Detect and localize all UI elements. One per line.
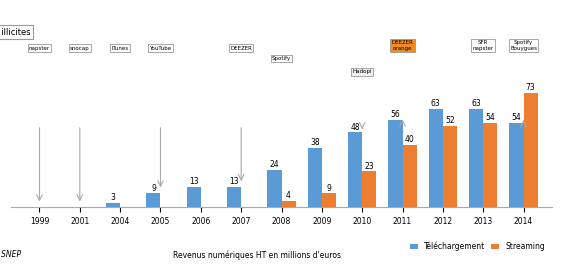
Bar [428,109,443,207]
Text: iTunes: iTunes [111,45,129,51]
Bar [267,170,282,207]
Bar [469,109,483,207]
Text: 3: 3 [111,193,115,202]
Text: 4: 4 [286,192,291,201]
Bar [362,172,376,207]
Bar [308,148,322,207]
Text: 13: 13 [189,177,199,186]
Text: 56: 56 [391,110,400,119]
Text: source : SNEP: source : SNEP [0,250,21,259]
Text: napster: napster [29,45,50,51]
Text: 9: 9 [327,184,332,193]
Text: DEEZER: DEEZER [230,45,252,51]
Text: 63: 63 [431,99,441,108]
Text: 40: 40 [405,135,414,144]
Text: Spotify: Spotify [272,56,291,61]
Text: YouTube: YouTube [149,45,172,51]
Bar [403,145,417,207]
Text: 73: 73 [526,84,535,93]
Text: 9: 9 [151,184,156,193]
Text: 48: 48 [350,123,360,132]
Bar [146,193,160,207]
Bar [483,123,497,207]
Text: 52: 52 [445,116,455,125]
Legend: Téléchargement, Streaming: Téléchargement, Streaming [407,239,548,254]
Text: 13: 13 [229,177,239,186]
Text: DEEZER
orange: DEEZER orange [391,40,413,51]
Text: 54: 54 [512,113,521,122]
Bar [443,126,457,207]
Text: Usages illicites: Usages illicites [0,28,30,37]
Text: SFR
napster: SFR napster [472,40,494,51]
Text: Spotify
Bouygues: Spotify Bouygues [510,40,537,51]
Bar [106,203,120,207]
Text: 54: 54 [485,113,495,122]
Bar [322,193,336,207]
Text: snocap: snocap [70,45,90,51]
Text: Revenus numériques HT en millions d'euros: Revenus numériques HT en millions d'euro… [173,250,341,260]
Text: Hadopi: Hadopi [352,69,372,74]
Bar [388,120,403,207]
Bar [187,187,201,207]
Bar [510,123,524,207]
Text: 38: 38 [310,138,320,147]
Text: 24: 24 [270,160,279,169]
Text: 23: 23 [364,162,374,171]
Text: 63: 63 [471,99,481,108]
Bar [524,93,538,207]
Bar [282,201,296,207]
Bar [348,132,362,207]
Bar [227,187,241,207]
